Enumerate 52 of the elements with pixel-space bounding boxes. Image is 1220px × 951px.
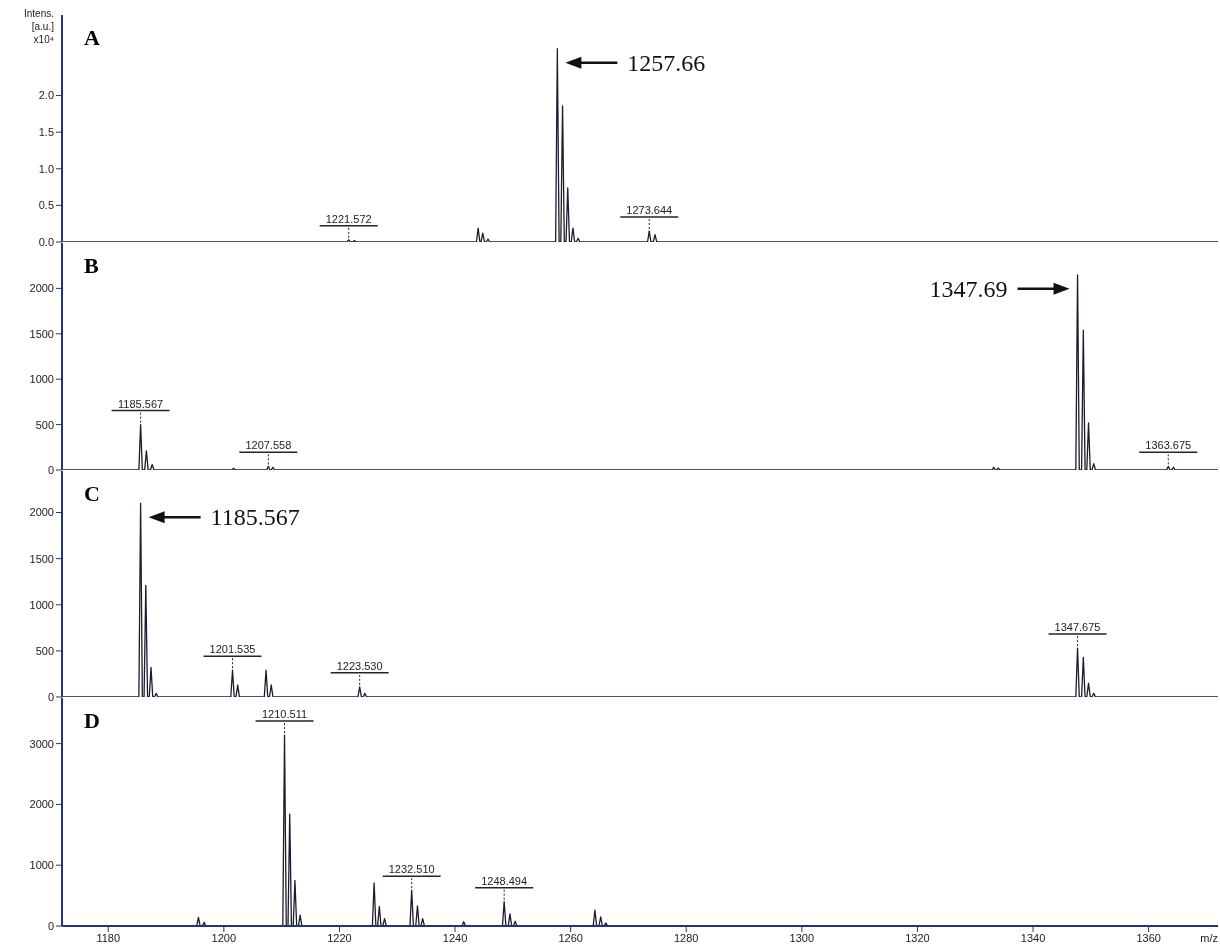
x-tick-label: 1320 — [905, 931, 930, 944]
x-axis-title: m/z — [1200, 932, 1218, 944]
annotation: 1347.69 — [929, 275, 1008, 302]
text: D — [84, 708, 100, 734]
x-tick-label: 1360 — [1136, 931, 1161, 944]
annotation: 1248.494 — [481, 874, 528, 887]
y-tick-label: 0 — [47, 690, 54, 703]
y-tick-label: 500 — [35, 418, 54, 431]
y-tick-label: 500 — [35, 644, 54, 657]
line-series — [62, 502, 1218, 697]
y-tick-label: 2000 — [29, 506, 54, 519]
y-tick-label: 0.0 — [38, 235, 54, 248]
annotation: 1257.66 — [627, 49, 706, 76]
annotation: 1207.558 — [245, 439, 292, 452]
y-tick-label: 1500 — [29, 552, 54, 565]
y-tick-label: 2000 — [29, 282, 54, 295]
text: B — [84, 253, 99, 279]
y-tick-label: 2000 — [29, 798, 54, 811]
annotation: 1273.644 — [626, 204, 673, 217]
annotation: 1347.675 — [1054, 621, 1101, 634]
y-tick-label: 1000 — [29, 373, 54, 386]
annotation: 1210.511 — [261, 708, 308, 721]
y-axis-title: Intens. [a.u.] x10⁴ — [22, 7, 54, 46]
y-tick-label: 1000 — [29, 859, 54, 872]
y-tick-label: 1.5 — [38, 126, 54, 139]
annotation: 1185.567 — [210, 504, 300, 531]
annotation: 1232.510 — [388, 863, 435, 876]
y-tick-label: 0 — [47, 919, 54, 932]
x-tick-label: 1240 — [442, 931, 468, 944]
x-tick-label: 1260 — [558, 931, 583, 944]
text: C — [84, 481, 100, 507]
y-tick-label: 0 — [47, 463, 54, 476]
x-tick-label: 1340 — [1020, 931, 1046, 944]
annotation: 1185.567 — [118, 397, 164, 410]
x-tick-label: 1220 — [327, 931, 352, 944]
x-tick-label: 1300 — [789, 931, 815, 944]
annotation: 1221.572 — [325, 212, 372, 225]
text: A — [84, 25, 100, 51]
y-tick-label: 2.0 — [38, 89, 54, 102]
y-tick-label: 0.5 — [38, 199, 54, 212]
x-tick-label: 1200 — [211, 931, 237, 944]
y-tick-label: 1.0 — [38, 162, 54, 175]
y-tick-label: 1500 — [29, 327, 54, 340]
x-tick-label: 1280 — [674, 931, 699, 944]
x-tick-label: 1180 — [96, 931, 121, 944]
annotation: 1201.535 — [209, 643, 256, 656]
y-tick-label: 3000 — [29, 737, 54, 750]
line-series — [62, 274, 1218, 470]
line-series — [62, 48, 1218, 242]
annotation: 1223.530 — [336, 659, 383, 672]
y-tick-label: 1000 — [29, 598, 54, 611]
annotation: 1363.675 — [1145, 439, 1192, 452]
